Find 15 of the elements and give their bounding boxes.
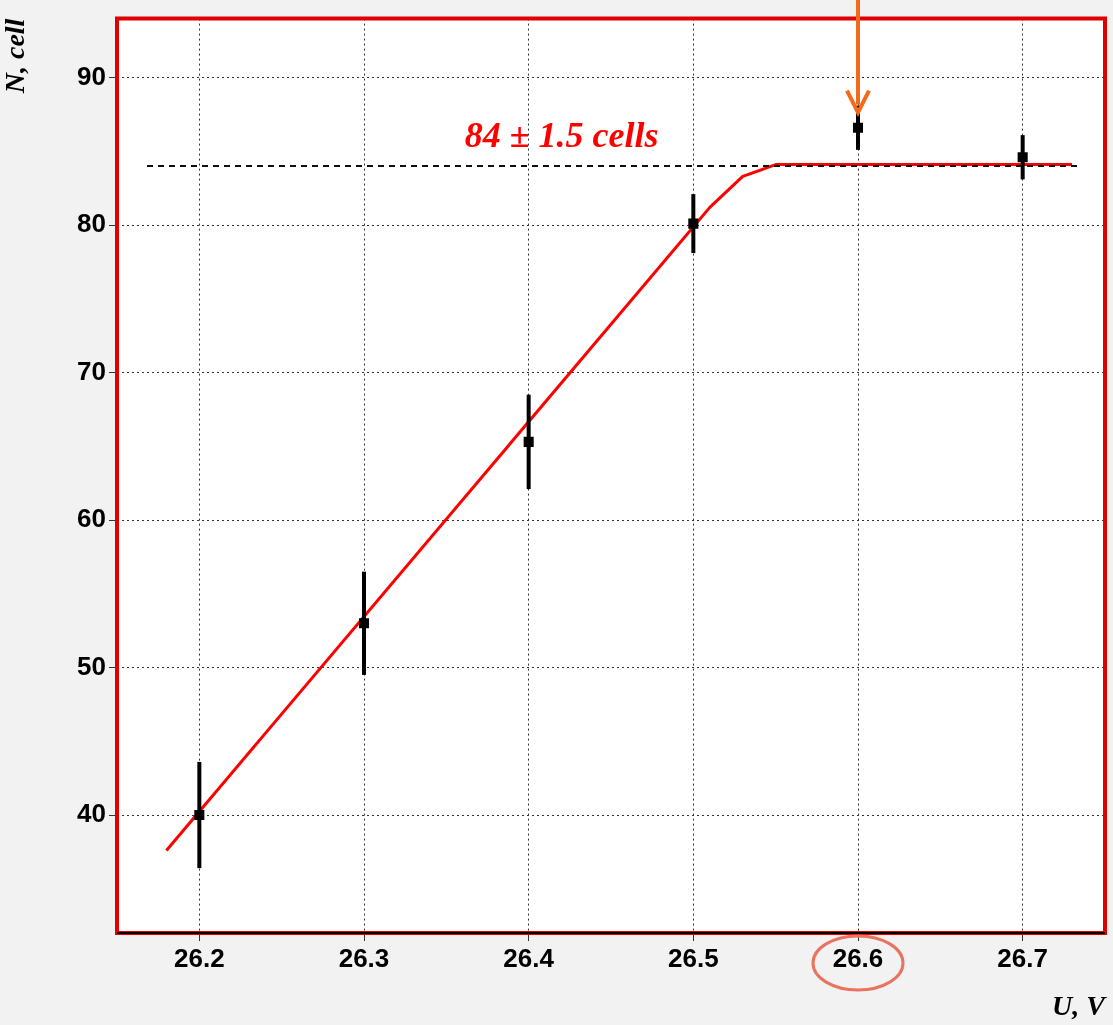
y-tick-label: 80: [77, 208, 106, 239]
y-tick-label: 70: [77, 355, 106, 386]
y-tick-label: 60: [77, 503, 106, 534]
x-tick-label: 26.5: [668, 942, 719, 973]
x-tick-label: 26.3: [338, 942, 390, 973]
x-tick-label: 26.6: [832, 942, 884, 973]
y-tick-label: 50: [77, 650, 106, 681]
x-tick-label: 26.4: [503, 942, 555, 973]
x-axis-title: U, V: [1052, 990, 1108, 1022]
y-axis-title: N, cell: [0, 18, 31, 95]
y-tick-label: 40: [77, 798, 106, 829]
x-tick-label: 26.2: [174, 942, 225, 973]
y-tick-label: 90: [77, 60, 106, 91]
ref-line-label: 84 ± 1.5 cells: [464, 115, 659, 156]
x-tick-label: 26.7: [997, 942, 1048, 973]
